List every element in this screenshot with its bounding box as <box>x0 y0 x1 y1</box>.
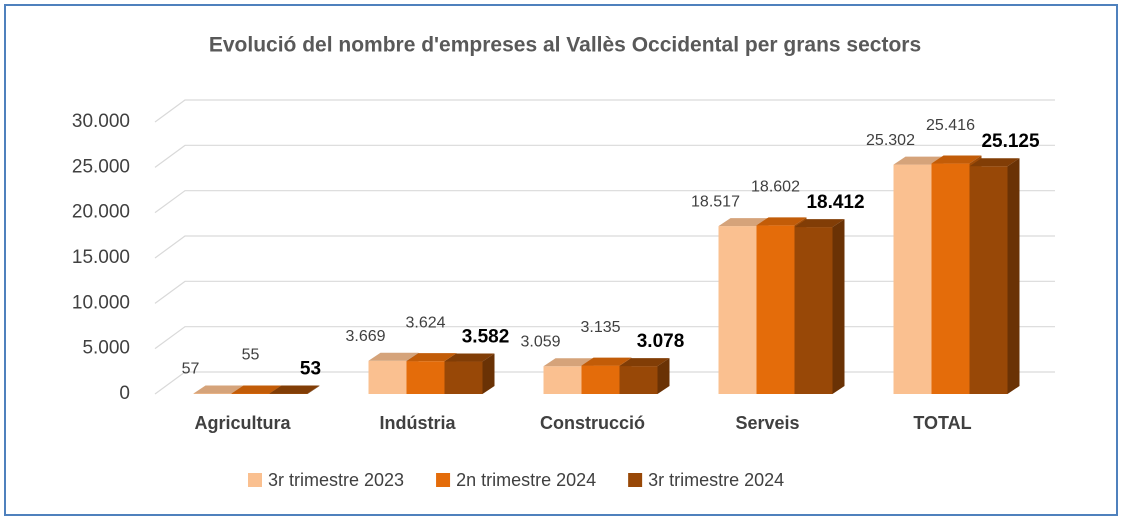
bar-top <box>368 352 419 361</box>
data-label: 3.078 <box>637 331 685 352</box>
x-tick-label: Serveis <box>735 413 799 433</box>
bar-top <box>543 358 594 367</box>
grid-line <box>154 99 1055 123</box>
chart-title: Evolució del nombre d'empreses al Vallès… <box>209 34 921 57</box>
y-tick-label: 10.000 <box>72 292 130 313</box>
bar-front <box>969 166 1008 394</box>
grid-line <box>154 144 1055 168</box>
bar-front <box>368 360 407 394</box>
y-tick-label: 5.000 <box>82 338 130 359</box>
data-label: 3.582 <box>462 327 510 348</box>
bar <box>969 158 1020 394</box>
bar-front <box>931 163 970 394</box>
bar-top <box>444 353 495 362</box>
bar-front <box>406 361 445 394</box>
bar-side <box>1007 158 1020 394</box>
y-tick-label: 20.000 <box>72 202 130 223</box>
grid-line <box>154 190 1055 214</box>
bar-top <box>756 217 807 226</box>
data-label: 3.059 <box>520 333 560 350</box>
legend-swatch <box>248 473 262 487</box>
bar-front <box>193 393 232 394</box>
bar-top <box>269 385 320 394</box>
data-label: 18.412 <box>806 192 864 213</box>
data-label: 18.517 <box>691 193 740 210</box>
bar-top <box>406 353 457 362</box>
data-label: 57 <box>182 361 200 378</box>
legend-swatch <box>628 473 643 487</box>
x-tick-label: Indústria <box>379 413 456 433</box>
y-tick-label: 0 <box>119 383 130 404</box>
bar-front <box>444 361 483 394</box>
data-label: 25.416 <box>926 117 975 134</box>
bar <box>619 358 670 394</box>
data-label: 18.602 <box>751 179 800 196</box>
bar <box>794 219 845 394</box>
bar-front <box>718 226 757 394</box>
bar-side <box>307 385 320 394</box>
bar-front <box>619 366 658 394</box>
data-label: 53 <box>300 359 321 380</box>
data-label: 3.669 <box>345 328 385 345</box>
bar-top <box>619 358 670 367</box>
bar-front <box>794 227 833 394</box>
bar-top <box>581 357 632 366</box>
legend-label: 3r trimestre 2024 <box>648 470 784 490</box>
x-tick-label: TOTAL <box>913 413 971 433</box>
data-label: 25.302 <box>866 132 915 149</box>
data-label: 55 <box>242 347 260 364</box>
bar <box>444 353 495 394</box>
y-tick-label: 15.000 <box>72 247 130 268</box>
bar-side <box>482 353 495 394</box>
legend-swatch <box>436 473 451 487</box>
legend-label: 3r trimestre 2023 <box>268 470 404 490</box>
bar <box>269 385 320 394</box>
bar-front <box>893 164 932 394</box>
bar-top <box>718 218 769 227</box>
legend-label: 2n trimestre 2024 <box>456 470 596 490</box>
x-tick-label: Agricultura <box>194 413 291 433</box>
bar-top <box>794 219 845 228</box>
bar-top <box>893 156 944 165</box>
data-label: 3.135 <box>580 319 620 336</box>
bar-top <box>231 385 282 394</box>
bar-top <box>193 385 244 394</box>
bar-front <box>543 366 582 394</box>
bar-front <box>581 365 620 394</box>
data-label: 25.125 <box>981 131 1040 152</box>
bar-side <box>832 219 845 394</box>
data-label: 3.624 <box>405 314 445 331</box>
bar-top <box>969 158 1020 167</box>
bar-side <box>657 358 670 394</box>
bar-top <box>931 155 982 164</box>
x-tick-label: Construcció <box>540 413 645 433</box>
y-tick-label: 25.000 <box>72 156 130 177</box>
bar-front <box>756 225 795 394</box>
y-tick-label: 30.000 <box>72 111 130 132</box>
